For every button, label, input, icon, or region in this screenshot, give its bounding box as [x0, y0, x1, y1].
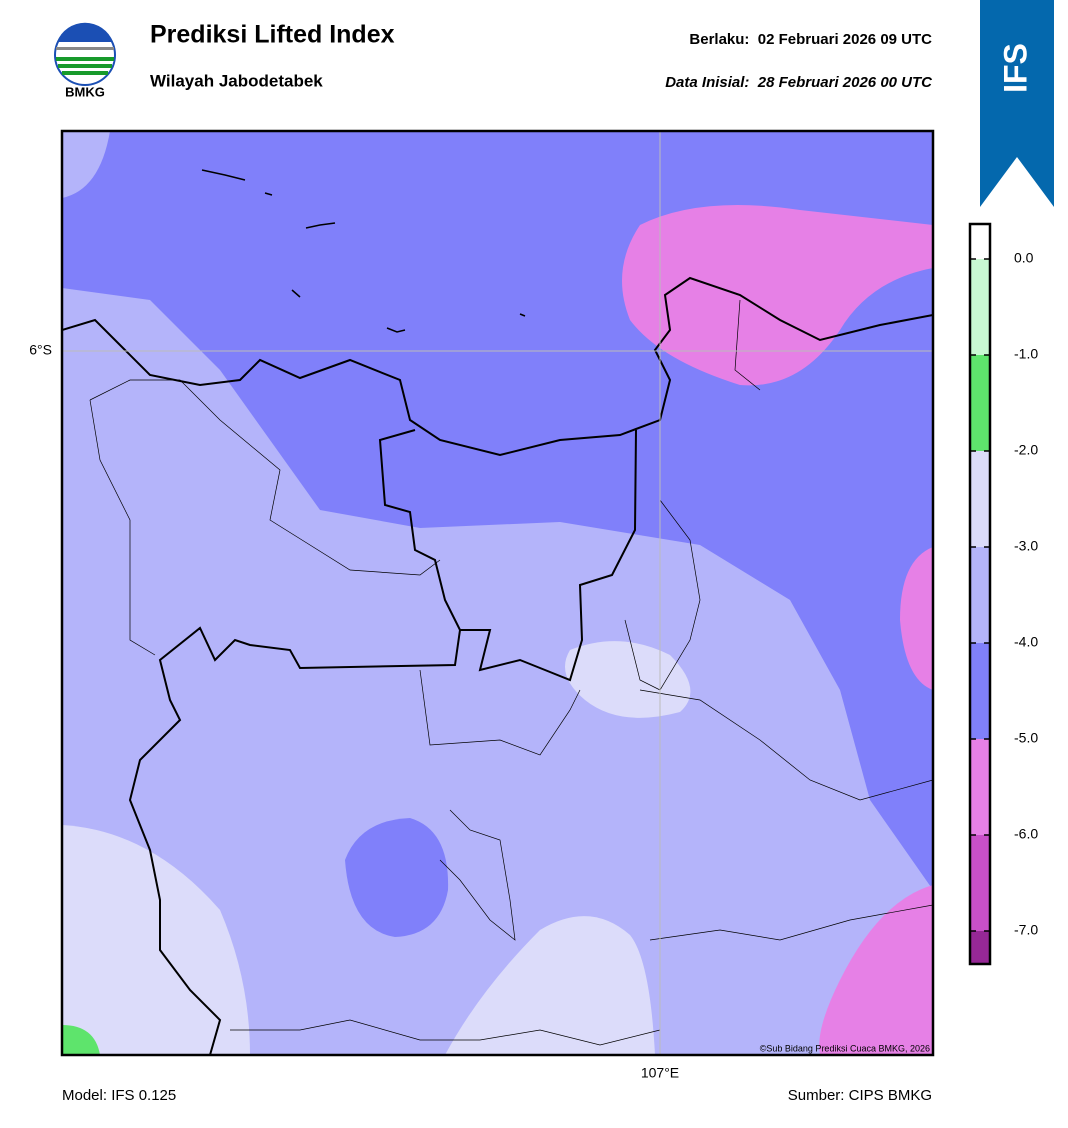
colorbar-segment — [970, 835, 990, 931]
colorbar-segment — [970, 643, 990, 739]
colorbar-tick-label: -4.0 — [1014, 634, 1038, 650]
valid-time: Berlaku: 02 Februari 2026 09 UTC — [689, 31, 932, 48]
title: Prediksi Lifted Index — [150, 21, 395, 49]
colorbar-tick-label: 0.0 — [1014, 250, 1034, 266]
subtitle: Wilayah Jabodetabek — [150, 71, 323, 90]
colorbar-tick-label: -2.0 — [1014, 442, 1038, 458]
map-credit: ©Sub Bidang Prediksi Cuaca BMKG, 2026 — [760, 1043, 930, 1053]
colorbar-segment — [970, 224, 990, 259]
map-frame — [60, 129, 935, 1057]
lon-label: 107°E — [641, 1065, 679, 1081]
colorbar-segment — [970, 355, 990, 451]
colorbar-segment — [970, 451, 990, 547]
colorbar-segment — [970, 739, 990, 835]
colorbar-frame — [968, 222, 992, 966]
model-badge — [980, 0, 1054, 207]
colorbar-tick-label: -7.0 — [1014, 922, 1038, 938]
model-label: Model: IFS 0.125 — [62, 1087, 176, 1104]
colorbar-segment — [970, 259, 990, 355]
init-time: Data Inisial: 28 Februari 2026 00 UTC — [665, 74, 933, 91]
colorbar-segment — [970, 547, 990, 643]
badge-label: IFS — [997, 43, 1033, 93]
colorbar-segment — [970, 931, 990, 964]
colorbar-tick-label: -3.0 — [1014, 538, 1038, 554]
colorbar-tick-label: -1.0 — [1014, 346, 1038, 362]
logo: BMKG — [54, 22, 116, 99]
colorbar-tick-label: -6.0 — [1014, 826, 1038, 842]
logo-label: BMKG — [65, 84, 105, 99]
colorbar: 0.0 -1.0 -2.0 -3.0 -4.0 -5.0 -6.0 -7.0 — [968, 222, 1038, 966]
colorbar-tick-label: -5.0 — [1014, 730, 1038, 746]
lat-label: 6°S — [29, 342, 52, 358]
map: ©Sub Bidang Prediksi Cuaca BMKG, 2026 — [62, 131, 933, 1055]
source-label: Sumber: CIPS BMKG — [788, 1087, 932, 1104]
